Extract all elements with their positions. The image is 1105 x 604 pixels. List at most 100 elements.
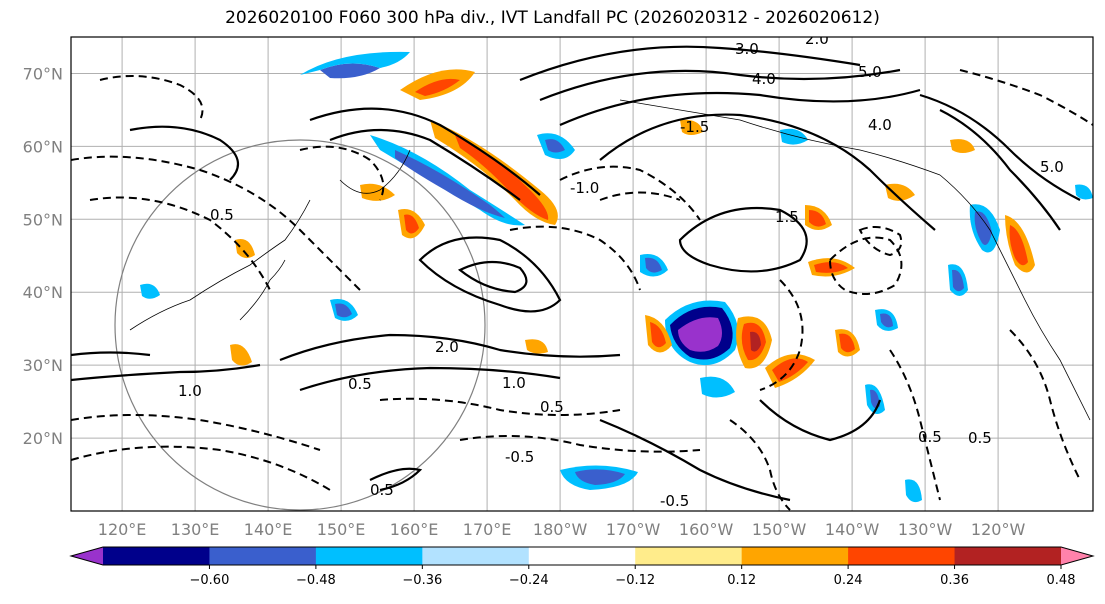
contour-line bbox=[519, 45, 861, 82]
shade-blob bbox=[404, 214, 419, 234]
shade-blob bbox=[885, 183, 915, 201]
contours-negative bbox=[71, 69, 1093, 511]
shade-blob bbox=[140, 283, 160, 299]
shade-blob bbox=[678, 317, 722, 352]
contour-line bbox=[457, 260, 528, 294]
longitude-label: 140°E bbox=[244, 520, 293, 539]
contour-label: 3.0 bbox=[735, 40, 759, 58]
contour-label: 2.0 bbox=[435, 338, 459, 356]
shade-blob bbox=[780, 128, 808, 145]
figure-title: 2026020100 F060 300 hPa div., IVT Landfa… bbox=[225, 8, 880, 28]
contour-line bbox=[959, 69, 1093, 126]
contour-label: 0.5 bbox=[210, 206, 234, 224]
shade-blob bbox=[700, 376, 735, 398]
colorbar-tick-label: −0.36 bbox=[402, 573, 442, 588]
shade-blob bbox=[300, 51, 410, 75]
contour-line bbox=[329, 128, 521, 201]
colorbar-segment bbox=[422, 547, 530, 565]
shade-blob bbox=[974, 211, 992, 245]
contour-label: 4.0 bbox=[752, 70, 776, 88]
colorbar-tick-label: −0.24 bbox=[509, 573, 549, 588]
contour-line bbox=[559, 88, 921, 127]
colorbar-tick-label: 0.36 bbox=[940, 573, 969, 588]
colorbar-segment bbox=[848, 547, 956, 565]
coastline-alaska bbox=[619, 99, 941, 176]
contour-line bbox=[299, 366, 561, 392]
coastline-na-west bbox=[939, 174, 1091, 421]
shade-blob bbox=[545, 139, 565, 153]
contour-line bbox=[71, 155, 361, 291]
contour-line bbox=[379, 397, 621, 416]
longitude-label: 180°W bbox=[533, 520, 588, 539]
contour-line bbox=[539, 68, 901, 102]
contour-label: 5.0 bbox=[858, 63, 882, 81]
longitude-label: 120°E bbox=[98, 520, 147, 539]
colorbar-tick-label: −0.48 bbox=[296, 573, 336, 588]
shade-blob bbox=[952, 269, 964, 292]
longitude-label: 150°W bbox=[752, 520, 807, 539]
shade-blob bbox=[575, 469, 625, 485]
longitude-label: 130°E bbox=[171, 520, 220, 539]
latitude-label: 40°N bbox=[23, 283, 63, 302]
colorbar-segment bbox=[741, 547, 849, 565]
contour-label: -1.0 bbox=[570, 179, 599, 197]
colorbar-outline bbox=[69, 546, 1095, 566]
contour-label: -0.5 bbox=[505, 448, 534, 466]
contour-line bbox=[369, 467, 423, 492]
shade-blob bbox=[415, 78, 460, 96]
contour-label: 2.0 bbox=[805, 30, 829, 48]
contour-line bbox=[828, 236, 903, 295]
shade-blob bbox=[1075, 184, 1093, 200]
contour-line bbox=[89, 196, 271, 291]
contour-line bbox=[919, 93, 1081, 201]
contour-label: 5.0 bbox=[1040, 158, 1064, 176]
shade-blob bbox=[950, 139, 975, 153]
coastline-japan bbox=[239, 259, 286, 321]
colorbar-segment bbox=[635, 547, 743, 565]
colorbar-segment bbox=[209, 547, 317, 565]
contour-line bbox=[599, 191, 681, 201]
latitude-label: 30°N bbox=[23, 356, 63, 375]
shade-blob bbox=[650, 322, 666, 348]
longitude-label: 170°E bbox=[463, 520, 512, 539]
latitude-label: 60°N bbox=[23, 137, 63, 156]
colorbar-segment bbox=[528, 547, 636, 565]
longitude-label: 160°E bbox=[390, 520, 439, 539]
contours-positive bbox=[71, 45, 1081, 502]
shade-blob bbox=[455, 135, 549, 220]
shade-blob bbox=[905, 479, 922, 503]
map-frame bbox=[70, 36, 1094, 512]
colorbar-tick-label: 0.12 bbox=[727, 573, 756, 588]
contour-label: 0.5 bbox=[370, 481, 394, 499]
longitude-label: 170°W bbox=[606, 520, 661, 539]
longitude-label: 130°W bbox=[898, 520, 953, 539]
latitude-label: 50°N bbox=[23, 210, 63, 229]
contour-line bbox=[418, 236, 562, 313]
shade-blob bbox=[645, 257, 662, 273]
contour-label: 0.5 bbox=[918, 428, 942, 446]
coastlines bbox=[129, 99, 1091, 421]
colorbar-extend-min bbox=[71, 547, 103, 565]
coastline-kamchatka bbox=[339, 149, 411, 194]
latitude-label: 70°N bbox=[23, 64, 63, 83]
colorbar-segment bbox=[103, 547, 210, 565]
shade-blob bbox=[839, 333, 855, 353]
shade-blob bbox=[1009, 225, 1028, 266]
latitude-label: 20°N bbox=[23, 429, 63, 448]
contour-label: 1.0 bbox=[502, 374, 526, 392]
contour-line bbox=[299, 145, 385, 201]
shade-blob bbox=[335, 303, 352, 318]
contour-line bbox=[559, 165, 701, 221]
shade-blob bbox=[809, 210, 826, 227]
colorbar-tick-label: 0.24 bbox=[834, 573, 863, 588]
contour-line bbox=[729, 419, 791, 511]
shade-blob bbox=[750, 331, 761, 352]
contour-label: 4.0 bbox=[868, 116, 892, 134]
contour-line bbox=[71, 351, 151, 357]
shade-blob bbox=[230, 344, 252, 366]
colorbar-tick-label: −0.12 bbox=[615, 573, 655, 588]
shade-blob bbox=[525, 339, 548, 354]
contour-line bbox=[759, 399, 882, 442]
contour-line bbox=[1009, 329, 1081, 481]
